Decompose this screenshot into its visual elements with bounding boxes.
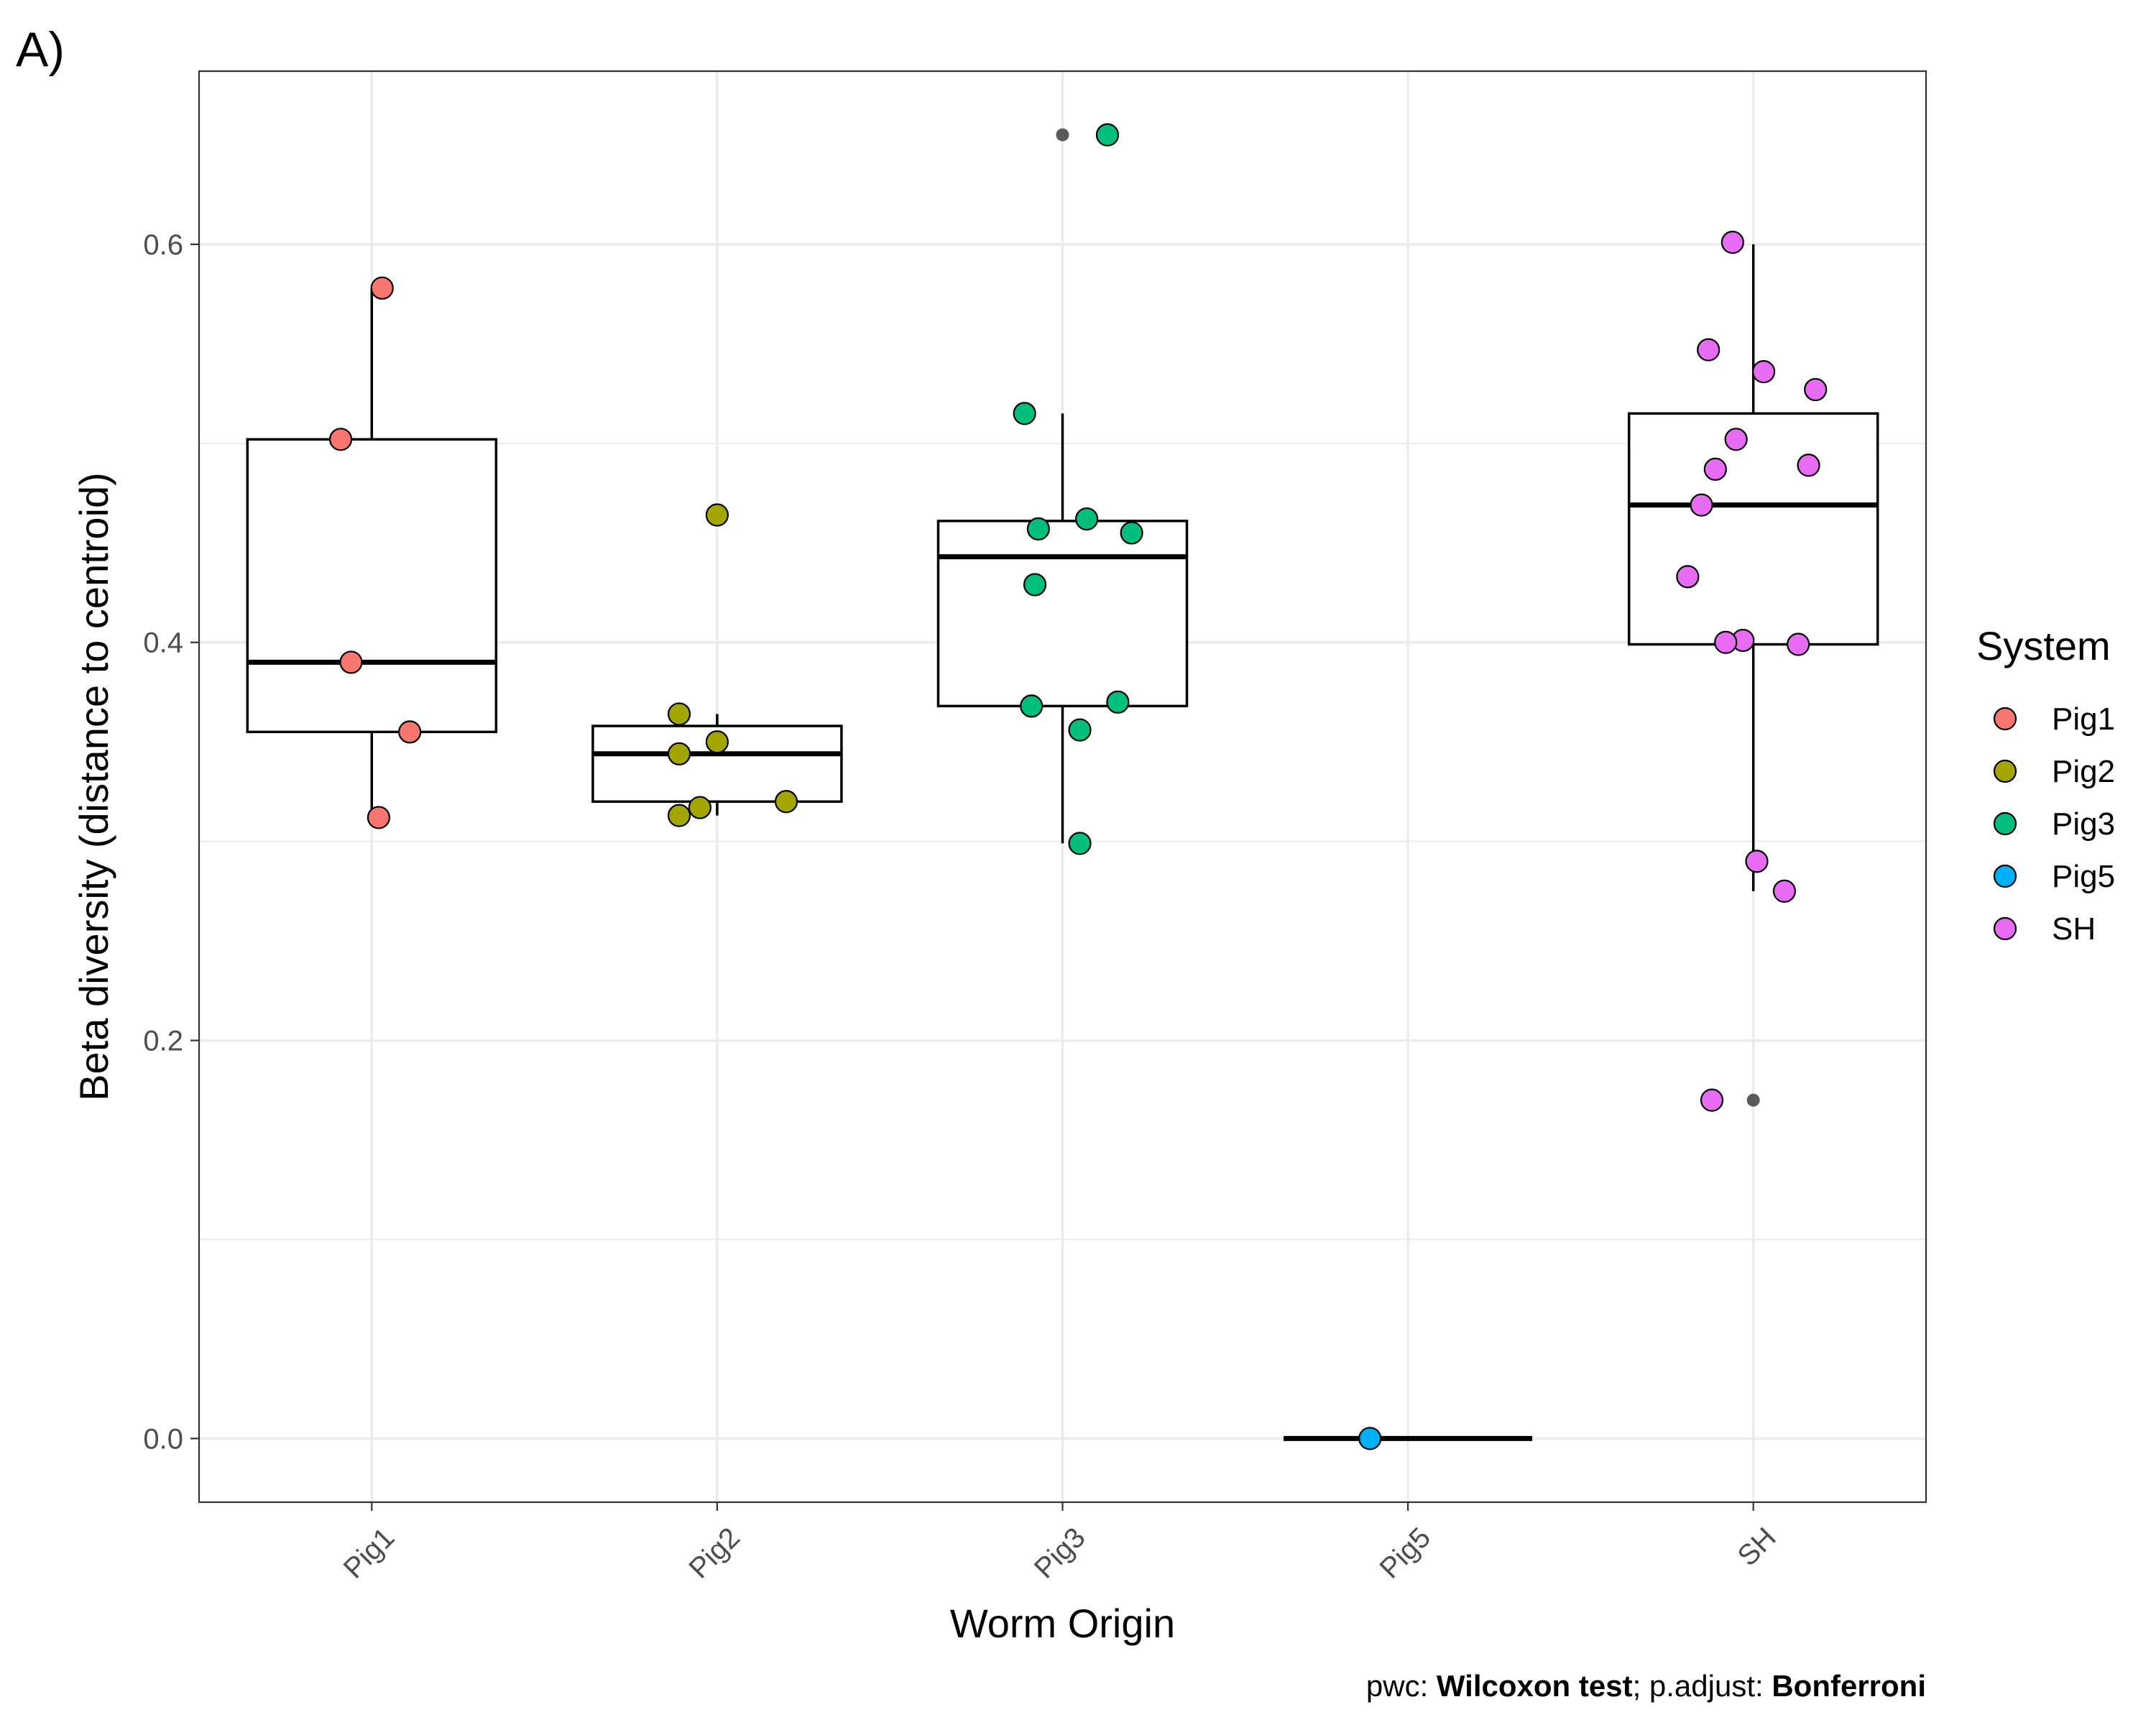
data-point-pig3 xyxy=(1013,402,1036,426)
data-point-sh xyxy=(1720,231,1744,254)
data-point-pig5 xyxy=(1358,1427,1382,1450)
data-point-sh xyxy=(1787,632,1810,656)
box-iqr xyxy=(936,520,1189,708)
legend-title: System xyxy=(1976,623,2111,668)
data-point-pig2 xyxy=(705,730,729,754)
legend-key xyxy=(1993,864,2017,888)
data-point-sh xyxy=(1804,377,1828,402)
x-axis-title: Worm Origin xyxy=(950,1601,1175,1646)
data-point-pig2 xyxy=(667,742,691,765)
legend-entry-pig5: Pig5 xyxy=(1993,859,2115,894)
box-pig1 xyxy=(246,288,498,818)
legend-entry-pig1: Pig1 xyxy=(1993,702,2115,737)
caption-text: pwc: Wilcoxon test; p.adjust: Bonferroni xyxy=(1366,1669,1926,1703)
data-point-sh xyxy=(1724,428,1748,451)
data-point-pig2 xyxy=(705,503,729,527)
data-point-pig3 xyxy=(1075,507,1099,531)
legend-label: Pig2 xyxy=(2052,754,2115,789)
y-tick-label: 0.2 xyxy=(143,1026,183,1057)
data-point-pig2 xyxy=(667,702,691,726)
outlier-point xyxy=(1056,128,1069,142)
data-point-pig1 xyxy=(398,720,422,744)
panel-tag: A) xyxy=(16,22,65,77)
caption-part: pwc: xyxy=(1366,1669,1437,1703)
legend-key xyxy=(1993,916,2017,941)
data-point-pig3 xyxy=(1068,832,1092,855)
box-pig2 xyxy=(591,714,843,816)
box-iqr xyxy=(591,724,843,804)
legend-label: Pig3 xyxy=(2052,806,2115,842)
data-point-sh xyxy=(1700,1088,1724,1112)
data-point-pig1 xyxy=(370,276,394,300)
box-sh xyxy=(1627,244,1879,1107)
outlier-point xyxy=(1746,1093,1760,1107)
data-point-pig2 xyxy=(667,804,691,827)
y-tick-label: 0.0 xyxy=(143,1423,183,1455)
data-point-sh xyxy=(1697,338,1720,362)
data-point-pig3 xyxy=(1120,521,1143,545)
box-layer xyxy=(246,128,1879,1441)
legend-label: Pig5 xyxy=(2052,859,2115,894)
data-point-pig2 xyxy=(774,790,798,814)
legend-label: Pig1 xyxy=(2052,702,2115,737)
box-pig3 xyxy=(936,128,1189,844)
data-point-pig3 xyxy=(1026,517,1050,540)
data-point-pig2 xyxy=(688,796,711,819)
legend-entry-sh: SH xyxy=(1993,911,2096,947)
y-axis-title: Beta diversity (distance to centroid) xyxy=(71,472,116,1101)
data-point-sh xyxy=(1690,493,1713,517)
data-point-sh xyxy=(1745,850,1769,873)
box-iqr xyxy=(1627,412,1879,646)
caption-part: Wilcoxon test xyxy=(1437,1669,1633,1703)
box-iqr xyxy=(246,438,498,734)
data-point-sh xyxy=(1772,879,1797,903)
data-point-pig3 xyxy=(1023,573,1047,597)
data-point-sh xyxy=(1676,565,1700,589)
legend-key xyxy=(1993,707,2017,731)
legend-label: SH xyxy=(2052,911,2096,947)
point-layer xyxy=(328,123,1828,1450)
legend-key xyxy=(1993,759,2017,783)
data-point-pig3 xyxy=(1095,123,1120,147)
legend-entry-pig2: Pig2 xyxy=(1993,754,2115,789)
y-tick-label: 0.4 xyxy=(143,627,183,659)
data-point-sh xyxy=(1797,454,1820,477)
data-point-pig1 xyxy=(339,650,363,674)
legend-key xyxy=(1993,811,2017,836)
data-point-pig3 xyxy=(1068,718,1092,742)
legend: System Pig1 Pig2 Pig3 Pig5 SH xyxy=(1976,623,2115,947)
data-point-pig3 xyxy=(1106,690,1130,714)
caption-part: Bonferroni xyxy=(1772,1669,1926,1703)
data-point-pig1 xyxy=(367,806,391,829)
data-point-pig1 xyxy=(328,428,353,451)
data-point-sh xyxy=(1714,630,1738,654)
data-point-sh xyxy=(1752,360,1776,384)
y-tick-label: 0.6 xyxy=(143,229,183,261)
legend-entry-pig3: Pig3 xyxy=(1993,806,2115,842)
caption-part: ; p.adjust: xyxy=(1633,1669,1772,1703)
data-point-sh xyxy=(1703,457,1727,481)
data-point-pig3 xyxy=(1020,694,1044,718)
